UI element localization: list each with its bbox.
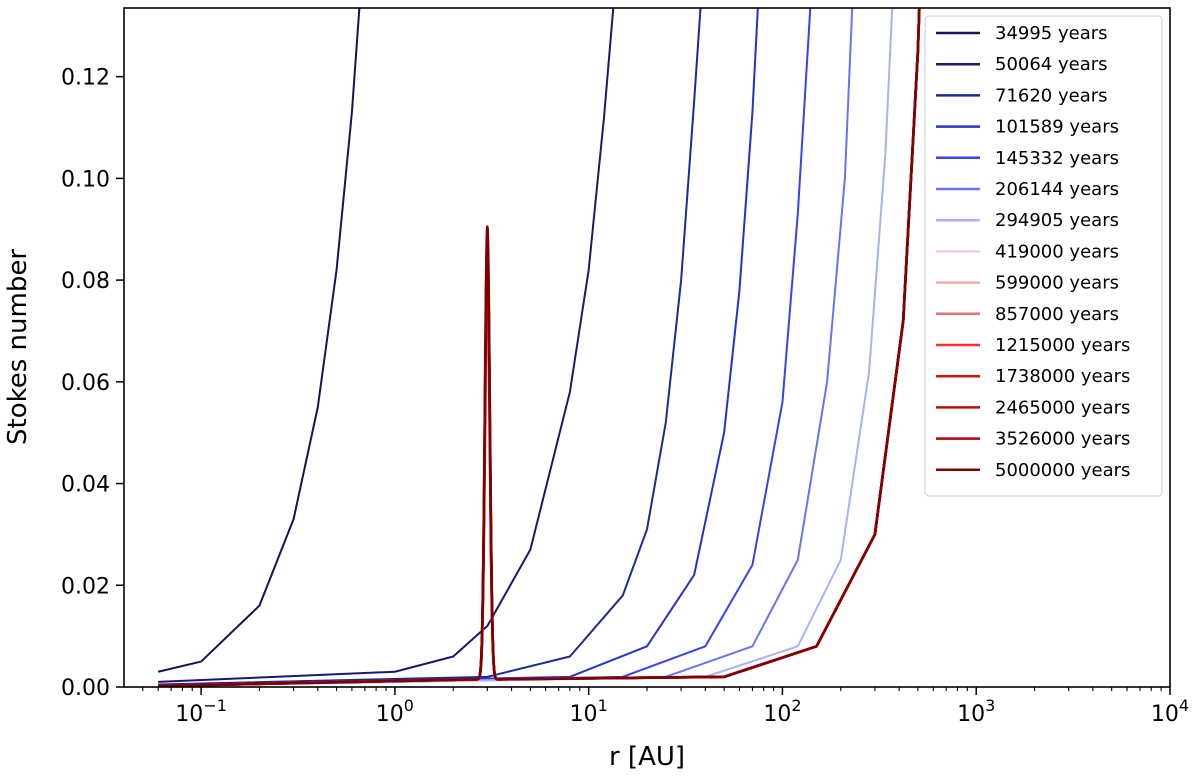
legend-label: 294905 years: [995, 210, 1119, 231]
legend-label: 3526000 years: [995, 429, 1130, 450]
y-tick-label: 0.04: [61, 473, 110, 498]
y-axis-title: Stokes number: [3, 249, 33, 445]
legend-label: 206144 years: [995, 179, 1119, 200]
series-line: [157, 8, 361, 673]
legend-label: 1215000 years: [995, 335, 1130, 356]
legend: 34995 years 50064 years 71620 years 101589 …: [924, 15, 1163, 497]
series-line: [158, 8, 702, 686]
y-tick-label: 0.06: [61, 371, 110, 396]
legend-label: 1738000 years: [995, 366, 1130, 387]
x-axis-title: r [AU]: [609, 742, 685, 772]
legend-label: 50064 years: [995, 54, 1108, 75]
x-tick-label: 10−1: [175, 696, 227, 727]
x-tick-label: 103: [957, 696, 995, 727]
legend-label: 34995 years: [995, 23, 1108, 44]
y-axis: 0.00 0.02 0.04 0.06 0.08 0.10 0.12: [61, 66, 124, 701]
legend-label: 419000 years: [995, 241, 1119, 262]
legend-label: 599000 years: [995, 273, 1119, 294]
legend-label: 145332 years: [995, 148, 1119, 169]
series-layer: [157, 8, 921, 687]
y-tick-label: 0.12: [61, 66, 110, 91]
y-tick-label: 0.08: [61, 269, 110, 294]
series-line: [158, 8, 759, 687]
legend-label: 2465000 years: [995, 397, 1130, 418]
x-tick-label: 101: [570, 696, 608, 727]
series-line: [158, 8, 615, 683]
legend-frame: [924, 15, 1163, 497]
x-tick-label: 100: [376, 696, 414, 727]
y-tick-label: 0.00: [61, 676, 110, 701]
legend-label: 857000 years: [995, 304, 1119, 325]
series-line: [158, 8, 921, 687]
y-tick-label: 0.10: [61, 167, 110, 192]
x-tick-label: 104: [1151, 696, 1189, 727]
y-tick-label: 0.02: [61, 574, 110, 599]
legend-label: 101589 years: [995, 117, 1119, 138]
series-line: [158, 8, 854, 687]
legend-label: 5000000 years: [995, 460, 1130, 481]
x-tick-label: 102: [763, 696, 801, 727]
legend-label: 71620 years: [995, 85, 1108, 106]
x-axis: 10−1 100 101 102 103 104: [142, 687, 1189, 727]
